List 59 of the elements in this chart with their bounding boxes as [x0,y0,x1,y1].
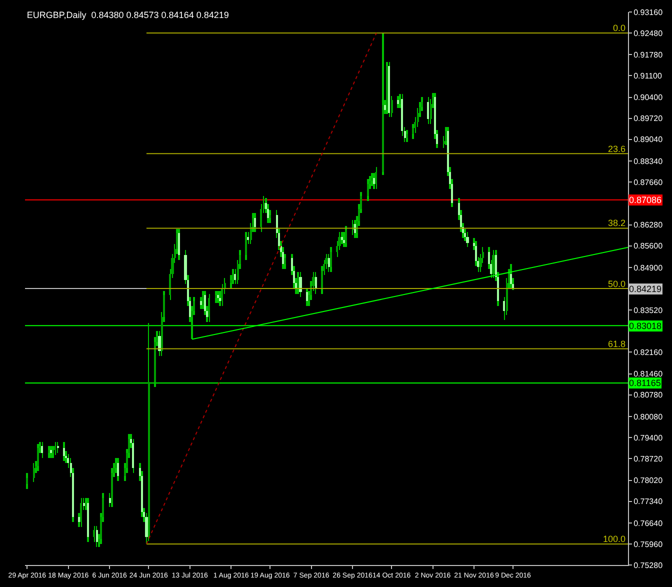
y-tick-label: 0.79400 [634,433,664,442]
y-tick-label: 0.75280 [634,560,664,570]
y-tick-label: 0.80080 [634,412,664,422]
y-tick-label: 0.76640 [634,518,664,528]
candlestick [245,232,247,260]
annotation: 38.2 [608,218,626,228]
y-tick-label: 0.75960 [634,540,664,549]
candlestick [297,272,299,294]
y-tick-label: 0.90400 [634,93,664,102]
y-tick-label: 0.89040 [634,135,664,144]
candlestick [510,264,512,288]
y-tick-label: 0.78720 [634,454,664,464]
annotation: 61.8 [608,339,626,349]
annotation: 23.6 [608,144,626,154]
ref-line-label: 0.81165 [629,378,661,388]
y-tick-label: 0.80780 [634,390,664,400]
candlestick [367,179,369,201]
y-tick-label: 0.86280 [634,220,664,230]
candlestick [87,498,89,542]
y-tick-label: 0.91780 [634,50,664,60]
candlestick [386,62,388,114]
candlestick [117,458,119,481]
annotation: 100.0 [603,534,626,544]
y-tick-label: 0.83520 [634,306,664,315]
ref-line-label: 0.87086 [629,195,662,205]
candlestick [371,173,373,186]
candlestick [330,247,332,272]
y-tick-label: 0.78020 [634,476,664,486]
y-tick-label: 0.93160 [634,8,664,17]
candlestick [306,288,308,306]
candlestick [52,446,54,458]
y-tick-label: 0.85600 [634,242,664,251]
y-tick-label: 0.81460 [634,370,664,379]
candlestick [345,226,347,247]
candlestick [406,130,408,142]
candlestick [37,444,39,471]
y-tick-label: 0.84900 [634,263,664,272]
candlestick [217,291,219,303]
candlestick [178,229,180,260]
y-tick-label: 0.87660 [634,178,664,187]
candlestick [397,96,399,108]
candlestick [48,446,50,458]
chart-title: EURGBP,Daily 0.84380 0.84573 0.84164 0.84219 [26,10,229,20]
candlestick [63,442,65,461]
y-tick-label: 0.89720 [634,114,664,124]
y-tick-label: 0.82160 [634,348,664,358]
candlestick [254,213,256,232]
y-tick-label: 0.91100 [634,72,662,81]
annotation: 50.0 [608,279,626,289]
ref-line-label: 0.84219 [629,284,662,294]
candlestick [382,33,384,175]
candlestick [26,473,28,489]
y-tick-label: 0.92480 [634,28,664,38]
candlestick [232,269,234,284]
annotation: 0.0 [613,23,626,33]
y-tick-label: 0.77340 [634,497,664,506]
candlestick [215,291,217,303]
ref-line-label: 0.83018 [629,321,662,331]
y-tick-label: 0.88340 [634,156,664,166]
